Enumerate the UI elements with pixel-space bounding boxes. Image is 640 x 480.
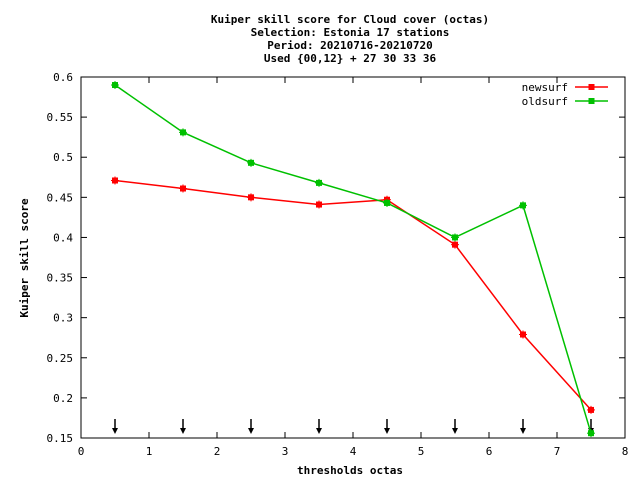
y-axis-label: Kuiper skill score — [18, 198, 31, 318]
data-point-oldsurf — [315, 179, 323, 187]
legend-item-newsurf: newsurf — [522, 81, 608, 94]
title-line-1: Kuiper skill score for Cloud cover (octa… — [211, 13, 489, 26]
threshold-arrow — [384, 419, 390, 434]
series-layer — [111, 81, 595, 437]
data-point-newsurf — [519, 331, 527, 339]
x-tick-label: 5 — [418, 445, 425, 458]
title-line-2: Selection: Estonia 17 stations — [251, 26, 450, 39]
series-line-oldsurf — [115, 85, 591, 433]
x-tick-label: 7 — [554, 445, 561, 458]
data-point-oldsurf — [451, 233, 459, 241]
plot-frame — [81, 77, 625, 438]
chart-title: Kuiper skill score for Cloud cover (octa… — [211, 13, 489, 65]
data-point-newsurf — [247, 193, 255, 201]
x-axis: 0 1 2 3 4 5 6 7 8 — [78, 77, 629, 458]
x-tick-label: 1 — [146, 445, 153, 458]
series-line-newsurf — [115, 180, 591, 409]
data-point-newsurf — [587, 406, 595, 414]
y-tick-label: 0.2 — [53, 392, 73, 405]
x-axis-label: thresholds octas — [297, 464, 403, 477]
legend-marker — [589, 98, 595, 104]
legend-label: newsurf — [522, 81, 568, 94]
x-tick-label: 2 — [214, 445, 221, 458]
y-tick-label: 0.15 — [47, 432, 74, 445]
x-tick-label: 8 — [622, 445, 629, 458]
y-tick-label: 0.45 — [47, 191, 74, 204]
threshold-arrow — [180, 419, 186, 434]
y-tick-label: 0.35 — [47, 272, 74, 285]
data-point-oldsurf — [179, 128, 187, 136]
x-tick-label: 3 — [282, 445, 289, 458]
data-point-oldsurf — [247, 159, 255, 167]
x-tick-label: 6 — [486, 445, 493, 458]
y-tick-label: 0.4 — [53, 231, 73, 244]
data-point-newsurf — [451, 241, 459, 249]
legend-label: oldsurf — [522, 95, 568, 108]
x-tick-label: 4 — [350, 445, 357, 458]
data-point-newsurf — [111, 176, 119, 184]
y-tick-label: 0.5 — [53, 151, 73, 164]
title-line-4: Used {00,12} + 27 30 33 36 — [264, 52, 437, 65]
threshold-arrow — [112, 419, 118, 434]
legend-item-oldsurf: oldsurf — [522, 95, 608, 108]
y-tick-label: 0.6 — [53, 71, 73, 84]
data-point-oldsurf — [383, 199, 391, 207]
threshold-arrow — [316, 419, 322, 434]
y-tick-label: 0.3 — [53, 312, 73, 325]
threshold-arrow — [248, 419, 254, 434]
y-tick-label: 0.55 — [47, 111, 74, 124]
data-point-newsurf — [315, 201, 323, 209]
data-point-oldsurf — [519, 201, 527, 209]
data-point-oldsurf — [587, 429, 595, 437]
y-tick-label: 0.25 — [47, 352, 74, 365]
data-point-oldsurf — [111, 81, 119, 89]
threshold-arrow — [520, 419, 526, 434]
x-tick-label: 0 — [78, 445, 85, 458]
threshold-arrow — [452, 419, 458, 434]
title-line-3: Period: 20210716-20210720 — [267, 39, 433, 52]
legend-marker — [589, 84, 595, 90]
data-point-newsurf — [179, 185, 187, 193]
threshold-arrows — [112, 419, 594, 434]
